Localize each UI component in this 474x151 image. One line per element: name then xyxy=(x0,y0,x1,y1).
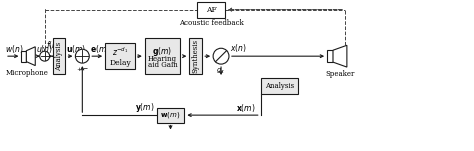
Text: $+$: $+$ xyxy=(39,51,46,59)
Text: $+$: $+$ xyxy=(76,65,82,73)
Text: $-$: $-$ xyxy=(82,65,89,70)
Bar xyxy=(156,108,184,123)
Text: Analysis: Analysis xyxy=(55,42,63,71)
Text: $\mathbf{x}(m)$: $\mathbf{x}(m)$ xyxy=(236,102,255,114)
Circle shape xyxy=(213,48,229,64)
Text: $f(n)$: $f(n)$ xyxy=(46,39,61,51)
Bar xyxy=(145,38,181,74)
Bar xyxy=(53,38,65,74)
Text: $\mathbf{u}(m)$: $\mathbf{u}(m)$ xyxy=(66,43,87,55)
Polygon shape xyxy=(333,45,347,67)
Text: $\mathbf{g}(m)$: $\mathbf{g}(m)$ xyxy=(153,45,173,58)
Circle shape xyxy=(40,51,50,61)
Bar xyxy=(105,43,135,69)
Bar xyxy=(327,50,333,62)
Bar xyxy=(21,51,27,62)
Text: Speaker: Speaker xyxy=(325,70,355,78)
Text: Hearing: Hearing xyxy=(148,55,177,63)
Text: $x(n)$: $x(n)$ xyxy=(230,42,247,54)
Text: $u(n)$: $u(n)$ xyxy=(36,43,53,55)
Text: $w(n)$: $w(n)$ xyxy=(5,43,23,55)
Text: $z^{-d_1}$
Delay: $z^{-d_1}$ Delay xyxy=(109,45,131,67)
Text: Acoustic feedback: Acoustic feedback xyxy=(179,19,244,27)
Text: aid Gain: aid Gain xyxy=(148,61,177,69)
Text: Microphone: Microphone xyxy=(5,69,48,77)
Text: Analysis: Analysis xyxy=(265,82,294,90)
Circle shape xyxy=(75,49,89,63)
Text: $g_c$: $g_c$ xyxy=(216,67,225,76)
Text: $\mathbf{y}(m)$: $\mathbf{y}(m)$ xyxy=(135,101,155,114)
Bar xyxy=(261,78,298,94)
Bar xyxy=(197,2,225,18)
Text: $\mathbf{e}(m)$: $\mathbf{e}(m)$ xyxy=(90,43,110,55)
Bar xyxy=(189,38,202,74)
Text: $\mathbf{w}(m)$: $\mathbf{w}(m)$ xyxy=(160,110,181,120)
Text: AF: AF xyxy=(206,6,217,14)
Polygon shape xyxy=(27,47,35,66)
Text: Synthesis: Synthesis xyxy=(192,39,200,73)
